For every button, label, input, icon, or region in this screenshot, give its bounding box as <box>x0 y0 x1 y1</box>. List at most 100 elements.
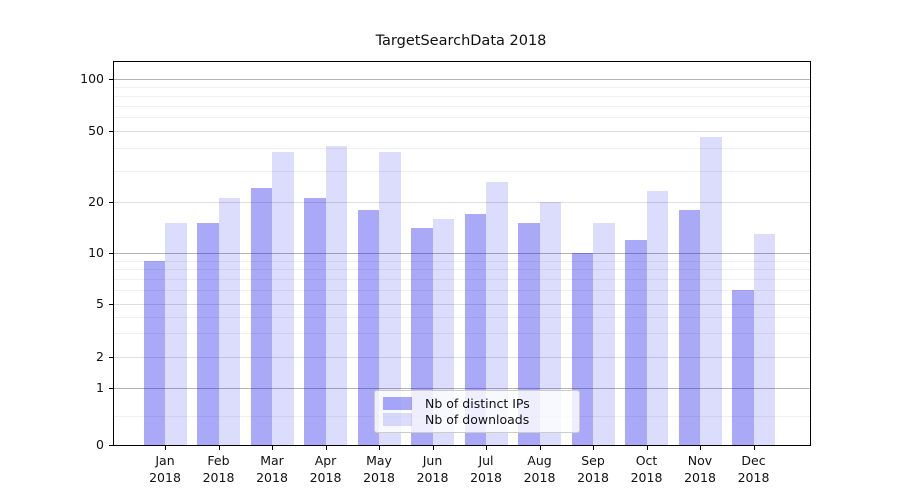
y-tick-mark-50 <box>108 131 113 132</box>
legend-item-distinct-ips: Nb of distinct IPs <box>383 396 571 411</box>
x-tick-month: Aug <box>527 453 552 468</box>
x-tick-mark-apr <box>325 445 327 450</box>
x-tick-label-sep: Sep 2018 <box>561 452 625 486</box>
x-tick-mark-jun <box>432 445 434 450</box>
bar-distinct-ips-aug <box>518 223 540 445</box>
x-tick-month: Jul <box>478 453 494 468</box>
x-tick-label-apr: Apr 2018 <box>294 452 358 486</box>
bar-downloads-mar <box>272 152 294 445</box>
x-tick-label-jul: Jul 2018 <box>454 452 518 486</box>
legend-label: Nb of distinct IPs <box>425 396 530 411</box>
x-tick-label-feb: Feb 2018 <box>187 452 251 486</box>
y-tick-mark-2 <box>108 357 113 358</box>
chart-title: TargetSearchData 2018 <box>375 33 547 49</box>
x-tick-year: 2018 <box>202 470 235 485</box>
x-tick-month: May <box>366 453 392 468</box>
bar-downloads-apr <box>325 146 347 445</box>
bar-distinct-ips-feb <box>197 223 219 445</box>
y-tick-mark-1 <box>108 388 113 389</box>
x-tick-mark-nov <box>700 445 701 450</box>
x-tick-year: 2018 <box>416 470 449 485</box>
gridline-y-60 <box>113 117 810 119</box>
bar-distinct-ips-mar <box>250 187 272 445</box>
y-tick-mark-0 <box>108 444 113 446</box>
gridline-y-9 <box>113 260 810 262</box>
x-tick-year: 2018 <box>737 470 770 485</box>
x-tick-year: 2018 <box>630 470 663 485</box>
y-tick-label-100: 100 <box>80 71 104 86</box>
x-tick-month: Feb <box>207 453 230 468</box>
bar-downloads-jun <box>432 218 454 445</box>
x-tick-month: Oct <box>635 453 658 468</box>
x-tick-year: 2018 <box>470 470 502 485</box>
gridline-y-5 <box>113 303 810 305</box>
legend-label: Nb of downloads <box>425 412 530 427</box>
gridline-y-70 <box>113 105 810 107</box>
bar-distinct-ips-jan <box>143 260 165 445</box>
gridline-y-3 <box>113 333 810 335</box>
x-tick-year: 2018 <box>149 470 181 485</box>
gridline-y-8 <box>113 269 810 271</box>
x-tick-mark-dec <box>753 445 755 450</box>
x-tick-mark-jul <box>486 445 487 450</box>
x-tick-mark-sep <box>593 445 594 450</box>
y-tick-label-10: 10 <box>88 245 104 261</box>
x-tick-label-jun: Jun 2018 <box>401 452 465 486</box>
y-tick-label-0: 0 <box>96 436 104 452</box>
y-tick-label-50: 50 <box>88 123 104 138</box>
x-tick-year: 2018 <box>684 470 716 485</box>
x-tick-mark-aug <box>539 445 541 450</box>
y-tick-label-5: 5 <box>96 295 104 311</box>
gridline-y-40 <box>113 148 810 150</box>
x-tick-month: Jan <box>155 453 175 468</box>
bar-distinct-ips-dec <box>732 290 754 445</box>
x-tick-label-aug: Aug 2018 <box>508 452 572 486</box>
y-tick-label-1: 1 <box>96 380 104 395</box>
y-tick-mark-5 <box>108 303 113 305</box>
bar-downloads-sep <box>593 223 615 445</box>
x-tick-label-jan: Jan 2018 <box>133 452 197 486</box>
bar-distinct-ips-oct <box>625 239 647 445</box>
x-tick-month: Jun <box>422 453 443 468</box>
x-tick-year: 2018 <box>309 470 342 485</box>
x-tick-mark-oct <box>646 445 648 450</box>
x-tick-month: Mar <box>260 453 284 468</box>
x-tick-label-nov: Nov 2018 <box>668 452 732 486</box>
gridline-y-50 <box>113 131 810 132</box>
y-tick-label-2: 2 <box>96 349 104 364</box>
x-tick-month: Sep <box>581 453 605 468</box>
bar-downloads-dec <box>753 233 775 445</box>
y-tick-mark-100 <box>108 79 113 80</box>
x-tick-label-may: May 2018 <box>347 452 411 486</box>
gridline-y-10 <box>113 253 810 255</box>
bar-distinct-ips-nov <box>678 209 700 445</box>
x-tick-mark-jan <box>165 445 166 450</box>
plot-area <box>112 60 811 446</box>
bar-downloads-nov <box>700 137 722 445</box>
legend-item-downloads: Nb of downloads <box>383 412 571 427</box>
x-tick-mark-may <box>379 445 380 450</box>
x-tick-label-dec: Dec 2018 <box>722 452 786 486</box>
gridline-y-7 <box>113 279 810 281</box>
gridline-y-30 <box>113 170 810 172</box>
x-tick-month: Nov <box>687 453 713 468</box>
bar-distinct-ips-may <box>357 209 379 445</box>
bar-downloads-feb <box>218 198 240 445</box>
x-tick-year: 2018 <box>363 470 395 485</box>
x-tick-mark-mar <box>272 445 273 450</box>
bar-downloads-may <box>379 152 401 445</box>
x-tick-year: 2018 <box>256 470 288 485</box>
x-tick-year: 2018 <box>523 470 556 485</box>
gridline-y-1 <box>113 388 810 389</box>
bar-downloads-aug <box>539 202 561 445</box>
x-tick-month: Dec <box>741 453 766 468</box>
y-tick-label-20: 20 <box>88 194 104 209</box>
legend-swatch-distinct-ips <box>383 397 412 410</box>
bar-downloads-jan <box>165 223 187 445</box>
bar-downloads-oct <box>646 191 668 445</box>
x-tick-label-oct: Oct 2018 <box>615 452 679 486</box>
legend: Nb of distinct IPs Nb of downloads <box>374 390 580 433</box>
x-tick-year: 2018 <box>577 470 609 485</box>
legend-swatch-downloads <box>383 413 412 426</box>
